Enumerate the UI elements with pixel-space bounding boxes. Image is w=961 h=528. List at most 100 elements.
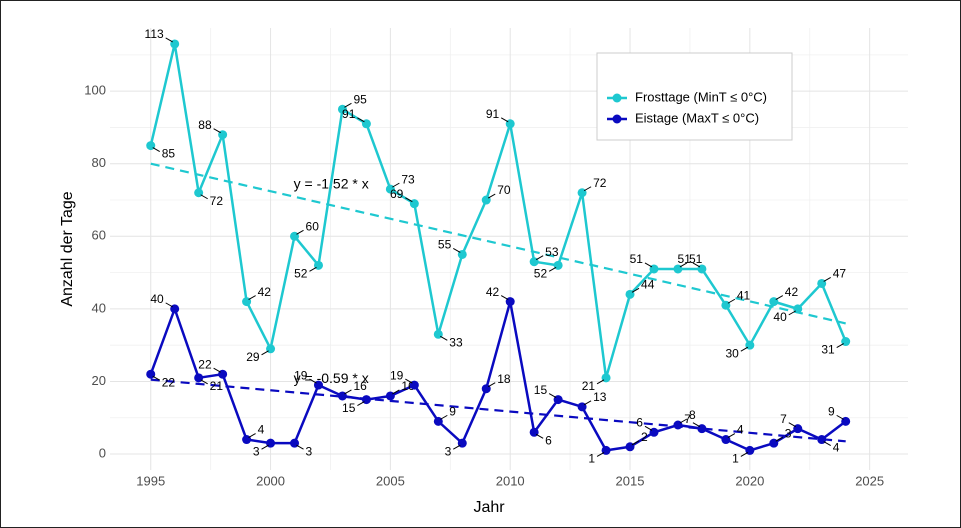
label-leader — [836, 343, 844, 348]
label-leader — [583, 186, 592, 192]
label-leader — [740, 451, 749, 457]
label-leader — [200, 194, 208, 200]
label-leader — [836, 414, 844, 420]
label-leader — [644, 425, 653, 431]
data-label: 13 — [593, 390, 607, 404]
label-leader — [535, 255, 544, 261]
data-label: 15 — [342, 401, 356, 415]
label-leader — [583, 400, 592, 406]
label-leader — [440, 335, 448, 341]
label-leader — [261, 444, 269, 450]
data-label: 1 — [732, 452, 739, 466]
legend-box — [596, 52, 793, 141]
label-leader — [775, 295, 784, 301]
data-label: 3 — [253, 444, 260, 458]
data-label: 42 — [785, 285, 799, 299]
legend-marker — [612, 114, 622, 124]
label-leader — [487, 193, 496, 199]
legend-marker — [612, 93, 622, 103]
data-label: 91 — [342, 107, 356, 121]
data-label: 4 — [737, 423, 744, 437]
data-label: 15 — [534, 383, 548, 397]
data-label: 22 — [198, 357, 212, 371]
label-leader — [200, 379, 208, 385]
data-label: 44 — [641, 278, 655, 292]
y-axis-title: Anzahl der Tage — [59, 191, 76, 306]
label-leader — [596, 451, 605, 457]
data-label: 18 — [497, 372, 511, 386]
data-label: 40 — [773, 310, 787, 324]
label-leader — [631, 287, 640, 293]
y-tick-label: 60 — [92, 228, 106, 243]
data-label: 2 — [641, 430, 648, 444]
label-leader — [596, 379, 605, 385]
x-tick-label: 2000 — [256, 473, 285, 488]
label-leader — [788, 310, 797, 316]
label-leader — [548, 393, 557, 399]
label-leader — [727, 298, 736, 304]
label-leader — [692, 262, 701, 268]
y-tick-label: 0 — [99, 445, 106, 460]
data-label: 69 — [390, 187, 404, 201]
data-label: 72 — [210, 194, 224, 208]
label-leader — [548, 266, 557, 272]
label-leader — [357, 117, 365, 123]
data-label: 29 — [246, 350, 260, 364]
label-leader — [152, 375, 160, 381]
data-label: 51 — [678, 252, 692, 266]
label-leader — [165, 302, 173, 308]
label-leader — [248, 433, 256, 438]
data-label: 19 — [294, 368, 308, 382]
data-label: 55 — [438, 238, 452, 252]
label-leader — [679, 418, 688, 424]
data-label: 31 — [821, 343, 835, 357]
label-leader — [248, 295, 256, 301]
label-leader — [309, 266, 317, 272]
label-leader — [823, 277, 831, 282]
y-tick-label: 100 — [84, 83, 106, 98]
label-leader — [679, 262, 688, 268]
label-leader — [788, 422, 797, 428]
data-label: 6 — [545, 433, 552, 447]
label-leader — [487, 382, 496, 388]
label-leader — [261, 350, 269, 356]
label-leader — [213, 367, 221, 373]
x-tick-label: 2025 — [855, 473, 884, 488]
data-label: 41 — [737, 288, 751, 302]
label-leader — [392, 389, 400, 395]
data-label: 40 — [150, 292, 164, 306]
data-label: 9 — [828, 405, 835, 419]
label-leader — [775, 436, 784, 442]
label-leader — [453, 444, 461, 450]
data-label: 3 — [445, 444, 452, 458]
data-label: 91 — [486, 107, 500, 121]
label-leader — [357, 401, 365, 407]
data-label: 113 — [145, 27, 164, 41]
legend-label: Eistage (MaxT ≤ 0°C) — [635, 110, 759, 125]
label-leader — [296, 444, 304, 450]
data-label: 70 — [497, 183, 511, 197]
data-label: 42 — [258, 285, 272, 299]
data-label: 47 — [833, 267, 847, 281]
label-leader — [453, 248, 461, 253]
label-leader — [644, 262, 653, 268]
x-tick-label: 2005 — [376, 473, 405, 488]
data-label: 4 — [258, 423, 265, 437]
label-leader — [823, 441, 831, 446]
x-axis-title: Jahr — [473, 499, 505, 516]
data-label: 21 — [582, 379, 596, 393]
data-label: 7 — [780, 412, 787, 426]
y-tick-label: 40 — [92, 300, 106, 315]
data-label: 30 — [725, 346, 739, 360]
trend-label: y = -0.59 * x — [294, 370, 369, 386]
label-leader — [500, 117, 509, 123]
trend-line — [150, 378, 846, 443]
label-leader — [405, 378, 413, 384]
label-leader — [392, 182, 400, 188]
legend: Frosttage (MinT ≤ 0°C) Eistage (MaxT ≤ 0°… — [596, 52, 793, 141]
data-label: 4 — [833, 441, 840, 455]
data-label: 52 — [534, 267, 548, 281]
x-tick-label: 2015 — [616, 473, 645, 488]
data-label: 72 — [593, 176, 607, 190]
